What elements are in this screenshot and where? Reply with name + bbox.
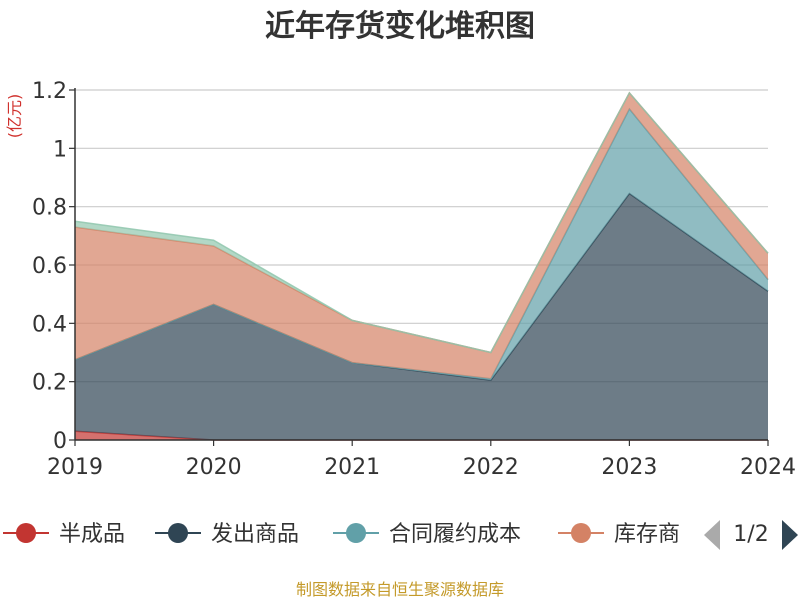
- y-tick-label: 0.4: [32, 312, 67, 337]
- legend-label: 库存商: [614, 522, 680, 547]
- y-tick-label: 0.6: [32, 254, 67, 279]
- y-tick-label: 0: [53, 429, 67, 454]
- legend-page-indicator: 1/2: [733, 522, 768, 547]
- legend-marker: [168, 523, 188, 543]
- y-tick-labels: 0 0.2 0.4 0.6 0.8 1 1.2: [32, 79, 67, 454]
- legend-item[interactable]: 库存商: [558, 522, 680, 547]
- area-series-line-4: [74, 91, 769, 354]
- area-series-3: [75, 92, 768, 379]
- x-tick-labels: 2019 2020 2021 2022 2023 2024: [47, 455, 796, 480]
- x-tick-label: 2019: [47, 455, 103, 480]
- legend-marker: [571, 523, 591, 543]
- legend-next-icon[interactable]: [782, 520, 798, 550]
- legend-prev-icon[interactable]: [704, 520, 720, 550]
- x-tick-label: 2021: [324, 455, 380, 480]
- legend-label: 合同履约成本: [389, 522, 521, 547]
- y-tick-label: 1: [53, 137, 67, 162]
- x-tick-label: 2024: [740, 455, 796, 480]
- x-tick-label: 2023: [601, 455, 657, 480]
- legend-marker: [16, 523, 36, 543]
- axes: [69, 88, 769, 446]
- legend-marker: [346, 523, 366, 543]
- area-series-0: [75, 431, 768, 440]
- chart-title: 近年存货变化堆积图: [265, 9, 535, 44]
- legend-item[interactable]: 半成品: [3, 522, 125, 547]
- legend-label: 发出商品: [211, 522, 299, 547]
- legend-item[interactable]: 合同履约成本: [333, 522, 521, 547]
- y-tick-label: 0.8: [32, 196, 67, 221]
- x-tick-label: 2022: [463, 455, 519, 480]
- y-axis-unit: (亿元): [5, 94, 24, 139]
- x-tick-label: 2020: [186, 455, 242, 480]
- area-series-group: [74, 91, 769, 441]
- y-tick-label: 1.2: [32, 79, 67, 104]
- data-source-note: 制图数据来自恒生聚源数据库: [296, 580, 504, 599]
- area-series-1: [75, 193, 768, 440]
- legend-pager: 1/2: [704, 520, 798, 550]
- y-tick-label: 0.2: [32, 371, 67, 396]
- legend-item[interactable]: 发出商品: [155, 522, 299, 547]
- legend: 半成品 发出商品 合同履约成本 库存商: [3, 522, 680, 547]
- legend-label: 半成品: [59, 522, 125, 547]
